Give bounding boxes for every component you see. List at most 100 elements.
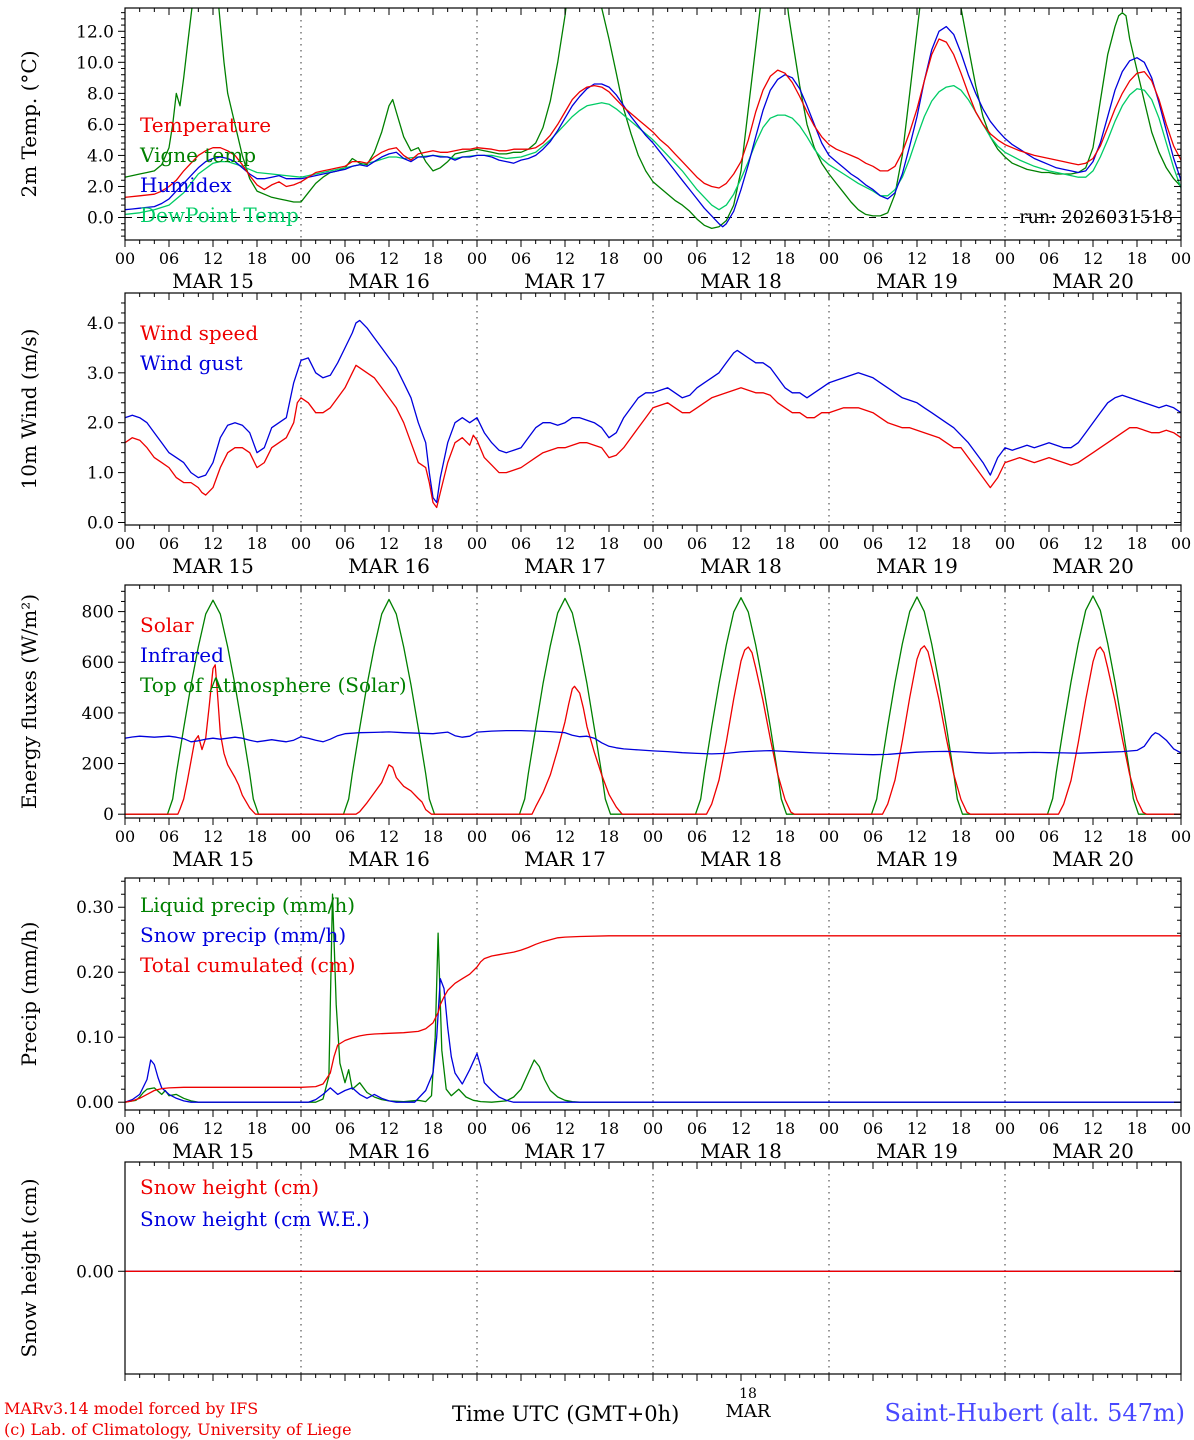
day-label: MAR 17 [524,269,606,293]
x-tick-label: 00 [1171,534,1191,553]
x-tick-label: 06 [159,249,179,268]
y-tick-label: 2.0 [87,414,114,434]
x-tick-label: 06 [1039,827,1059,846]
x-tick-label: 00 [643,249,663,268]
x-tick-label: 18 [1127,1119,1147,1138]
x-tick-label: 12 [555,534,575,553]
x-tick-label: 06 [1039,1119,1059,1138]
x-tick-label: 00 [115,1119,135,1138]
day-label: MAR 16 [348,1139,430,1163]
x-tick-label: 00 [467,827,487,846]
x-tick-label: 00 [115,827,135,846]
day-label: MAR 19 [876,269,958,293]
day-label: MAR 17 [524,847,606,871]
series-temperature [125,38,1181,198]
y-tick-label: 0.0 [87,208,114,228]
legend-total-cumulated-cm: Total cumulated (cm) [140,953,356,977]
model-credit: MARv3.14 model forced by IFS (c) Lab. of… [4,1398,352,1440]
x-tick-label: 12 [1083,827,1103,846]
x-tick-label: 06 [335,1119,355,1138]
legend-snow-height-cm: Snow height (cm) [140,1175,319,1199]
x-tick-label: 00 [291,1119,311,1138]
x-tick-label: 12 [907,1119,927,1138]
x-tick-label: 18 [1127,249,1147,268]
x-tick-label: 12 [379,827,399,846]
series-solar [125,645,1181,815]
legend-humidex: Humidex [140,173,232,197]
x-tick-label: 00 [819,827,839,846]
series-infrared [125,729,1181,756]
y-tick-label: 1.0 [87,464,114,484]
day-label: MAR 16 [348,847,430,871]
run-annotation: run: 2026031518 [1019,208,1173,228]
x-tick-label: 00 [819,1119,839,1138]
day-label: MAR 15 [172,1139,254,1163]
panel-energy-fluxes: 00 06 12 18 00 06 12 18 00 06 12 18 00 06 12 18 00 06 12 18… [17,584,1191,871]
series-vigne-temp [125,8,1181,230]
y-tick-label: 3.0 [87,364,114,384]
valid-date-day: 18 [739,1386,757,1402]
x-tick-label: 18 [423,249,443,268]
y-tick-label: 0.00 [76,1093,114,1113]
day-label: MAR 18 [700,1139,782,1163]
x-tick-label: 00 [819,534,839,553]
y-tick-label: 0 [103,805,114,825]
series-group-energy-fluxes [125,595,1181,815]
day-label: MAR 20 [1052,1139,1134,1163]
x-tick-label: 12 [203,827,223,846]
x-tick-label: 18 [247,827,267,846]
x-tick-label: 12 [731,534,751,553]
y-tick-label: 10.0 [76,53,114,73]
x-tick-label: 18 [599,1119,619,1138]
station-title: Saint-Hubert (alt. 547m) [884,1399,1185,1427]
day-label: MAR 18 [700,847,782,871]
y-tick-label: 800 [82,603,114,623]
y-tick-label: 0.10 [76,1028,114,1048]
day-label: MAR 19 [876,554,958,578]
y-axis-title-precip: Precip (mm/h) [17,922,41,1067]
series-group-temperature [125,8,1181,230]
legend-top-of-atmosphere-solar: Top of Atmosphere (Solar) [140,673,407,697]
x-tick-label: 06 [511,534,531,553]
y-axis-title-energy-fluxes: Energy fluxes (W/m²) [17,594,41,809]
day-label: MAR 16 [348,554,430,578]
x-tick-label: 12 [379,249,399,268]
x-tick-label: 00 [1171,827,1191,846]
x-tick-label: 12 [379,1119,399,1138]
x-tick-label: 18 [1127,534,1147,553]
day-label: MAR 15 [172,269,254,293]
day-label: MAR 20 [1052,847,1134,871]
day-label: MAR 16 [348,269,430,293]
x-tick-label: 06 [687,1119,707,1138]
x-tick-label: 12 [907,249,927,268]
x-tick-label: 00 [467,534,487,553]
x-tick-label: 06 [1039,534,1059,553]
y-tick-label: 400 [82,704,114,724]
y-tick-label: 4.0 [87,314,114,334]
legend-dewpoint-temp: DewPoint Temp [140,203,299,227]
x-tick-label: 00 [643,534,663,553]
panel-snow-height: 0.00 Snow height (cm) Snow height (cm W.E.… [17,1161,1182,1381]
model-credit-line1: MARv3.14 model forced by IFS [4,1399,259,1418]
x-tick-label: 12 [555,249,575,268]
x-tick-label: 18 [951,1119,971,1138]
series-group-precip [125,893,1181,1103]
y-tick-label: 2.0 [87,177,114,197]
x-tick-label: 12 [731,249,751,268]
x-tick-label: 18 [423,827,443,846]
day-label: MAR 15 [172,847,254,871]
x-tick-label: 06 [335,249,355,268]
x-tick-label: 18 [951,249,971,268]
x-tick-label: 06 [159,534,179,553]
x-tick-label: 12 [1083,249,1103,268]
x-tick-label: 18 [951,827,971,846]
x-tick-label: 00 [467,1119,487,1138]
x-tick-label: 00 [643,1119,663,1138]
plot-frame [124,292,1182,526]
legend-infrared: Infrared [140,643,224,667]
series-total-cumulated-cm [125,935,1181,1103]
legend-solar: Solar [140,613,194,637]
y-axis-title-temperature: 2m Temp. (°C) [17,50,41,197]
x-tick-label: 06 [335,534,355,553]
